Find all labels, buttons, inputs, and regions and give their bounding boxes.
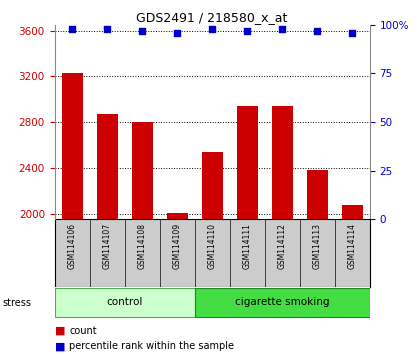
Text: GSM114109: GSM114109 (173, 223, 181, 269)
Bar (202, 152, 223, 219)
Text: ■: ■ (55, 341, 65, 351)
Bar (272, 106, 293, 219)
Bar (55, 288, 194, 317)
Point (69, 26, 76, 32)
Text: GSM114108: GSM114108 (138, 223, 147, 269)
Bar (194, 288, 370, 317)
Bar (299, 219, 335, 287)
Text: GSM114111: GSM114111 (243, 223, 252, 269)
Text: GSM114113: GSM114113 (312, 223, 322, 269)
Bar (335, 219, 370, 287)
Bar (341, 205, 362, 219)
Title: GDS2491 / 218580_x_at: GDS2491 / 218580_x_at (136, 11, 288, 24)
Bar (89, 219, 125, 287)
Bar (230, 219, 265, 287)
Bar (62, 73, 83, 219)
Bar (97, 114, 118, 219)
Text: GSM114112: GSM114112 (278, 223, 286, 269)
Bar (55, 219, 89, 287)
Text: GSM114110: GSM114110 (207, 223, 217, 269)
Text: percentile rank within the sample: percentile rank within the sample (69, 341, 234, 351)
Text: stress: stress (2, 298, 31, 308)
Bar (131, 122, 152, 219)
Point (209, 26, 215, 32)
Bar (167, 213, 188, 219)
Bar (125, 219, 160, 287)
Text: cigarette smoking: cigarette smoking (235, 297, 329, 307)
Bar (236, 106, 257, 219)
Point (139, 28, 145, 33)
Text: GSM114107: GSM114107 (102, 223, 112, 269)
Bar (160, 219, 194, 287)
Text: ■: ■ (55, 326, 65, 336)
Bar (194, 219, 230, 287)
Point (279, 26, 286, 32)
Text: GSM114106: GSM114106 (68, 223, 76, 269)
Bar (265, 219, 299, 287)
Point (104, 26, 110, 32)
Point (349, 30, 355, 35)
Text: GSM114114: GSM114114 (348, 223, 357, 269)
Point (244, 28, 250, 33)
Text: count: count (69, 326, 97, 336)
Point (314, 28, 320, 33)
Point (174, 30, 181, 35)
Text: control: control (106, 297, 143, 307)
Bar (307, 170, 328, 219)
